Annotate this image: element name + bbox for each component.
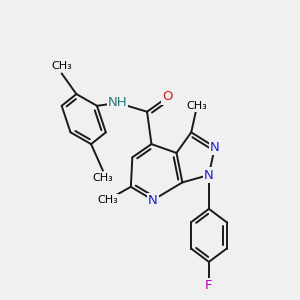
Text: CH₃: CH₃ <box>187 101 208 111</box>
Text: CH₃: CH₃ <box>51 61 72 71</box>
Text: N: N <box>148 194 158 207</box>
Text: NH: NH <box>108 96 127 110</box>
Text: N: N <box>204 169 214 182</box>
Text: CH₃: CH₃ <box>92 173 113 183</box>
Text: N: N <box>210 141 220 154</box>
Text: F: F <box>205 279 213 292</box>
Text: CH₃: CH₃ <box>97 195 118 205</box>
Text: O: O <box>162 91 173 103</box>
